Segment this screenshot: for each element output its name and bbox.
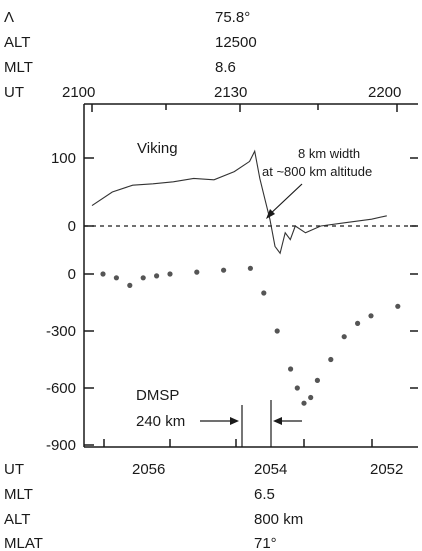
y-tick-label: 0 — [68, 266, 76, 283]
dmsp-width-label: 240 km — [136, 413, 185, 430]
y-tick-label: -600 — [46, 380, 76, 397]
width-annotation-line1: 8 km width — [298, 146, 360, 161]
dmsp-point — [247, 265, 253, 271]
bottom-ut-tick-2056: 2056 — [132, 461, 165, 478]
top-ut-tick-2200: 2200 — [368, 84, 401, 101]
width-annotation-arrowhead — [266, 209, 275, 219]
dmsp-point — [294, 385, 300, 391]
bottom-ut-tick-2054: 2054 — [254, 461, 287, 478]
bottom-mlt-value: 6.5 — [254, 486, 275, 503]
dmsp-point — [261, 290, 267, 296]
viking-label: Viking — [137, 140, 178, 157]
header-lambda-value: 75.8° — [215, 9, 250, 26]
dmsp-point — [301, 400, 307, 406]
top-ut-tick-2100: 2100 — [62, 84, 95, 101]
dmsp-point — [221, 267, 227, 273]
bottom-alt-label: ALT — [4, 511, 30, 528]
width-annotation-arrow — [267, 183, 303, 217]
dmsp-point — [140, 275, 146, 281]
width-annotation-line2: at ~800 km altitude — [262, 164, 372, 179]
dmsp-point — [355, 320, 361, 326]
dmsp-point — [314, 377, 320, 383]
bottom-ut-label: UT — [4, 461, 24, 478]
header-mlt-value: 8.6 — [215, 59, 236, 76]
header-mlt-label: MLT — [4, 59, 33, 76]
viking-series-line — [91, 149, 387, 255]
dmsp-point — [341, 334, 347, 340]
plot-frame — [83, 103, 418, 448]
dmsp-point — [395, 303, 401, 309]
dmsp-series — [100, 265, 401, 406]
dmsp-width-arrowhead-left — [230, 417, 239, 425]
dmsp-point — [368, 313, 374, 319]
top-ut-label: UT — [4, 84, 24, 101]
bottom-alt-value: 800 km — [254, 511, 303, 528]
top-ut-tick-2130: 2130 — [214, 84, 247, 101]
header-alt-label: ALT — [4, 34, 30, 51]
header-lambda-label: Λ — [4, 9, 14, 26]
bottom-mlat-value: 71° — [254, 535, 277, 551]
bottom-ut-tick-2052: 2052 — [370, 461, 403, 478]
dmsp-width-arrowhead-right — [273, 417, 282, 425]
dmsp-point — [167, 271, 173, 277]
bottom-mlt-label: MLT — [4, 486, 33, 503]
dmsp-label: DMSP — [136, 387, 179, 404]
dmsp-point — [100, 271, 106, 277]
dmsp-point — [113, 275, 119, 281]
dmsp-point — [274, 328, 280, 334]
bottom-mlat-label: MLAT — [4, 535, 43, 551]
dmsp-point — [154, 273, 160, 279]
y-tick-label: 0 — [68, 218, 76, 235]
header-alt-value: 12500 — [215, 34, 257, 51]
y-tick-label: -900 — [46, 437, 76, 454]
y-tick-label: 100 — [51, 150, 76, 167]
dmsp-point — [328, 356, 334, 363]
dmsp-point — [127, 282, 133, 288]
dmsp-point — [308, 394, 314, 401]
y-tick-label: -300 — [46, 323, 76, 340]
dmsp-point — [288, 366, 294, 372]
dmsp-point — [194, 269, 200, 275]
